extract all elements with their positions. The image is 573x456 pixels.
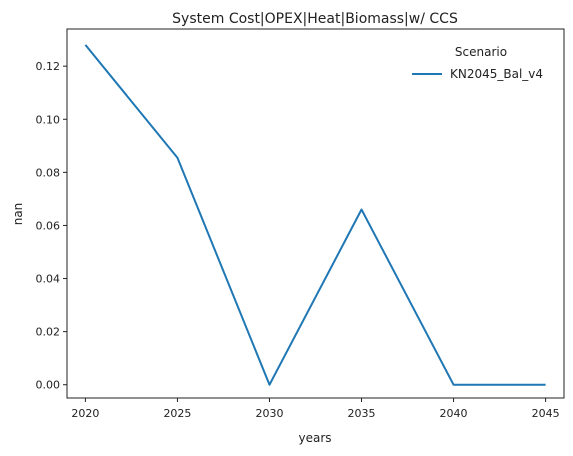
x-tick-label: 2035	[348, 407, 376, 420]
y-axis-label: nan	[11, 203, 25, 226]
plot-area-frame	[66, 28, 565, 399]
chart-title: System Cost|OPEX|Heat|Biomass|w/ CCS	[172, 11, 458, 27]
x-tick-label: 2040	[440, 407, 468, 420]
x-axis-label: years	[298, 431, 331, 445]
legend-title: Scenario	[455, 45, 507, 59]
y-tick-label: 0.10	[36, 113, 61, 126]
series-line	[84, 44, 546, 386]
legend-entry-label: KN2045_Bal_v4	[450, 67, 543, 81]
y-tick-label: 0.02	[36, 326, 61, 339]
x-axis-ticks: 2020 2025 2030 2035 2040 2045	[71, 398, 560, 420]
legend: Scenario KN2045_Bal_v4	[412, 45, 543, 81]
y-tick-label: 0.00	[36, 379, 61, 392]
y-axis-ticks: 0.00 0.02 0.04 0.06 0.08 0.10 0.12	[36, 60, 67, 392]
x-tick-label: 2045	[532, 407, 560, 420]
y-tick-label: 0.12	[36, 60, 61, 73]
x-tick-label: 2020	[71, 407, 99, 420]
y-tick-label: 0.06	[36, 219, 61, 232]
y-tick-label: 0.04	[36, 273, 61, 286]
x-tick-label: 2025	[163, 407, 191, 420]
y-tick-label: 0.08	[36, 166, 61, 179]
x-tick-label: 2030	[255, 407, 283, 420]
series-layer	[84, 44, 546, 386]
